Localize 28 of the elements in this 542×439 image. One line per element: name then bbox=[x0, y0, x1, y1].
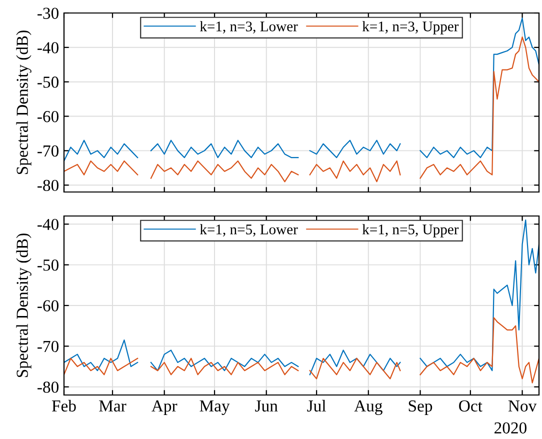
x-tick-label: Mar bbox=[99, 400, 126, 412]
y-tick-label: -60 bbox=[38, 110, 59, 122]
x-tick-label: Oct bbox=[459, 400, 482, 412]
legend-label: k=1, n=3, Upper bbox=[362, 21, 459, 34]
x-tick-label: Feb bbox=[52, 400, 76, 412]
x-tick-label: Apr bbox=[152, 400, 178, 415]
legend-label: k=1, n=5, Lower bbox=[200, 224, 298, 236]
x-tick-label: Jul bbox=[307, 400, 326, 412]
y-axis-title: Spectral Density (dB) bbox=[16, 234, 32, 378]
x-tick-label: Nov bbox=[508, 400, 537, 412]
y-tick-label: -70 bbox=[38, 145, 59, 157]
y-tick-label: -70 bbox=[38, 340, 59, 352]
y-tick-label: -80 bbox=[38, 180, 59, 192]
y-tick-label: -50 bbox=[38, 260, 59, 271]
y-tick-label: -40 bbox=[38, 42, 59, 54]
y-tick-label: -30 bbox=[38, 8, 59, 19]
x-tick-label: May bbox=[200, 400, 230, 415]
x-tick-label: Aug bbox=[354, 400, 382, 415]
x-tick-label: Sep bbox=[408, 400, 432, 415]
y-axis-title: Spectral Density (dB) bbox=[16, 30, 32, 174]
y-tick-label: -50 bbox=[38, 76, 59, 88]
y-tick-label: -40 bbox=[38, 218, 59, 230]
y-tick-label: -80 bbox=[38, 382, 59, 393]
x-tick-label: Jun bbox=[255, 400, 278, 412]
text: 2020 bbox=[494, 422, 526, 434]
legend-label: k=1, n=5, Upper bbox=[362, 224, 459, 238]
legend-label: k=1, n=3, Lower bbox=[200, 21, 298, 34]
y-tick-label: -60 bbox=[38, 300, 59, 312]
